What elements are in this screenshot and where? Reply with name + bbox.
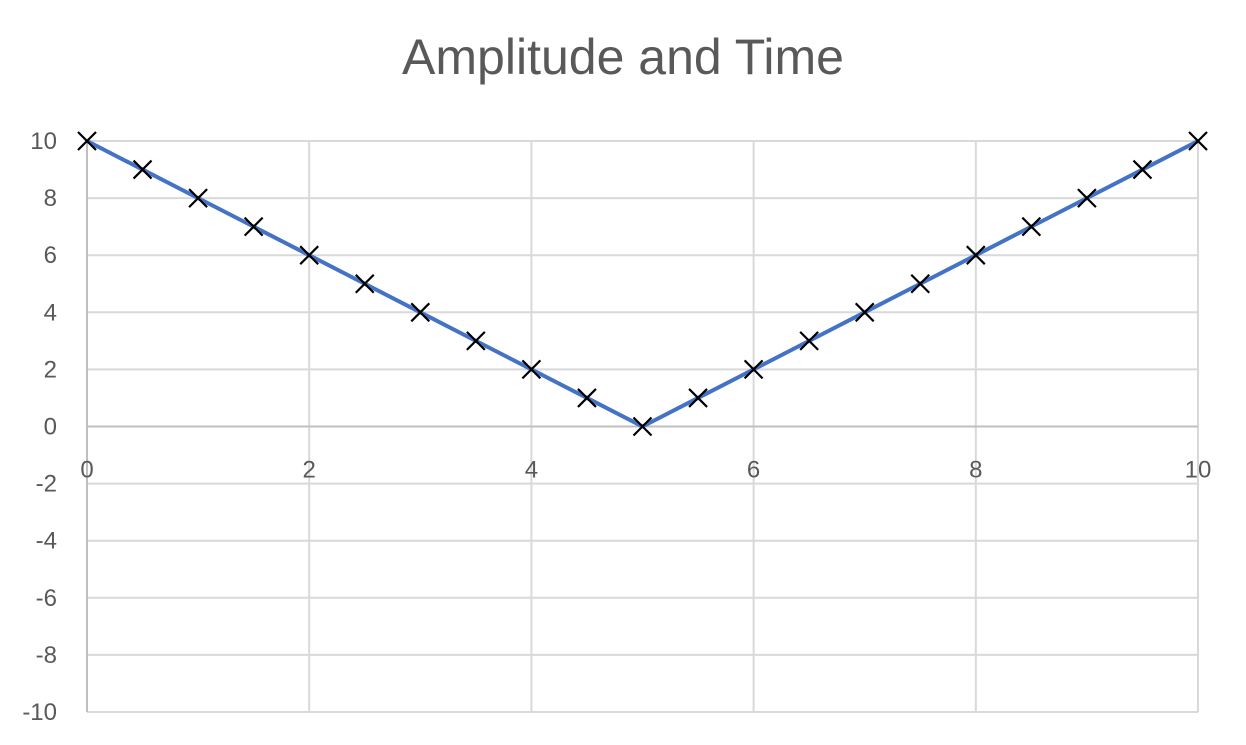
data-point [354, 273, 375, 294]
data-point [688, 388, 708, 408]
y-tick-label: 4 [44, 299, 57, 326]
data-point [243, 216, 264, 237]
x-tick-label: 0 [80, 457, 93, 484]
x-tick-label: 4 [525, 457, 538, 484]
data-point [966, 245, 986, 265]
data-point [132, 159, 153, 180]
data-point [854, 302, 875, 323]
y-tick-label: -10 [22, 699, 57, 726]
y-tick-label: -2 [36, 471, 57, 498]
y-tick-label: -6 [36, 585, 57, 612]
y-tick-label: -8 [36, 642, 57, 669]
data-point [799, 331, 819, 351]
chart-title: Amplitude and Time [402, 29, 844, 85]
data-point [77, 131, 97, 151]
data-point [577, 388, 597, 408]
data-point [1188, 131, 1208, 151]
data-point [1132, 159, 1153, 180]
x-tick-label: 2 [303, 457, 316, 484]
data-point [1077, 188, 1097, 208]
data-point [466, 331, 486, 351]
y-tick-label: 10 [30, 128, 57, 155]
data-point [1021, 216, 1042, 237]
x-tick-label: 6 [747, 457, 760, 484]
data-point [188, 188, 208, 208]
y-tick-label: 0 [44, 414, 57, 441]
data-point [410, 302, 431, 323]
y-tick-label: -4 [36, 528, 57, 555]
x-tick-label: 8 [969, 457, 982, 484]
y-tick-label: 6 [44, 242, 57, 269]
series-line [86, 139, 1199, 429]
y-tick-label: 8 [44, 185, 57, 212]
data-point [743, 359, 764, 380]
x-tick-label: 10 [1185, 457, 1212, 484]
y-tick-label: 2 [44, 356, 57, 383]
data-point [299, 245, 319, 265]
data-point [910, 273, 931, 294]
data-point [521, 359, 542, 380]
data-point [632, 416, 653, 437]
